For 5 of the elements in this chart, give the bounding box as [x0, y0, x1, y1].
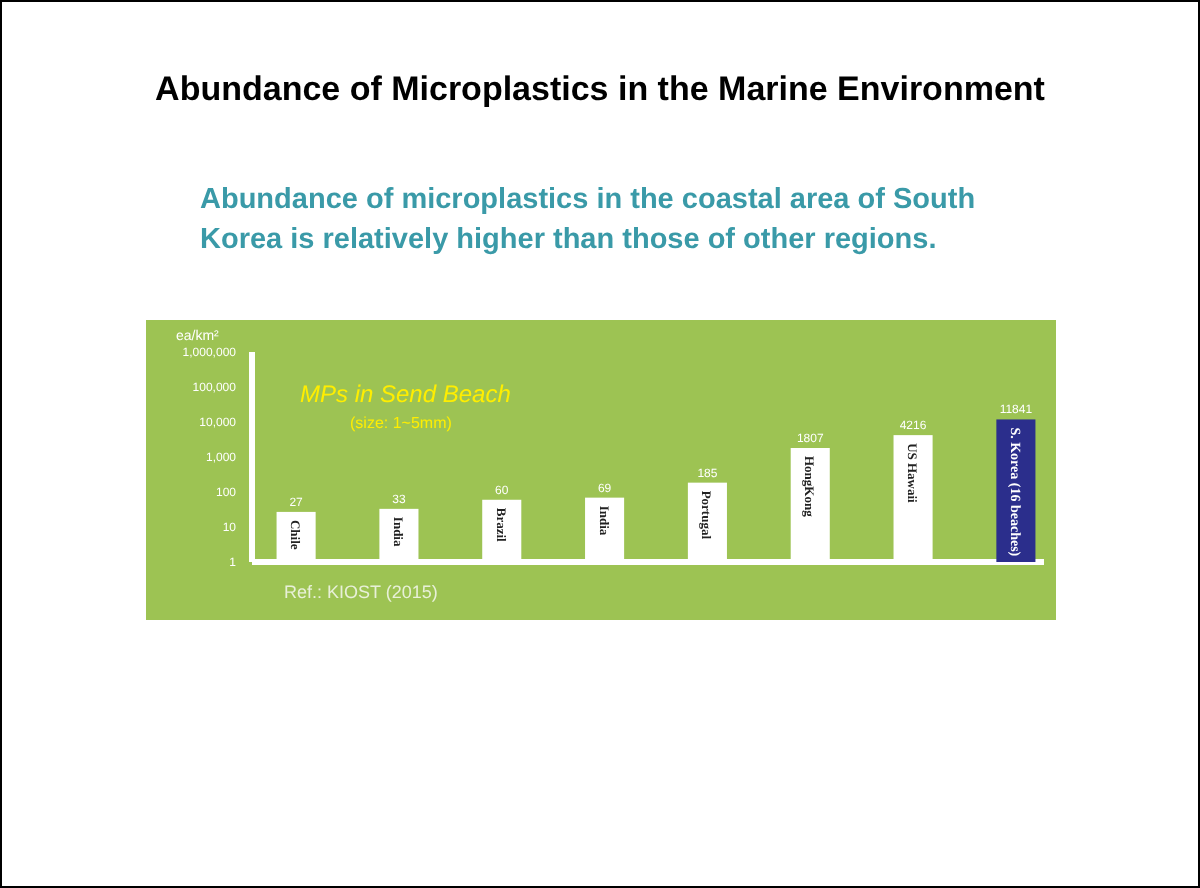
annotation: (size: 1~5mm)	[350, 414, 453, 432]
text: Ref.: KIOST (2015)	[284, 582, 438, 602]
annotation: MPs in Send Beach	[300, 380, 512, 408]
chart-title: Abundance of Microplastics in the Marine Environment	[155, 70, 1046, 108]
chart-subtitle: Abundance of microplastics in the coastal area of South Korea is relatively higher than those of other regions.	[200, 184, 976, 256]
